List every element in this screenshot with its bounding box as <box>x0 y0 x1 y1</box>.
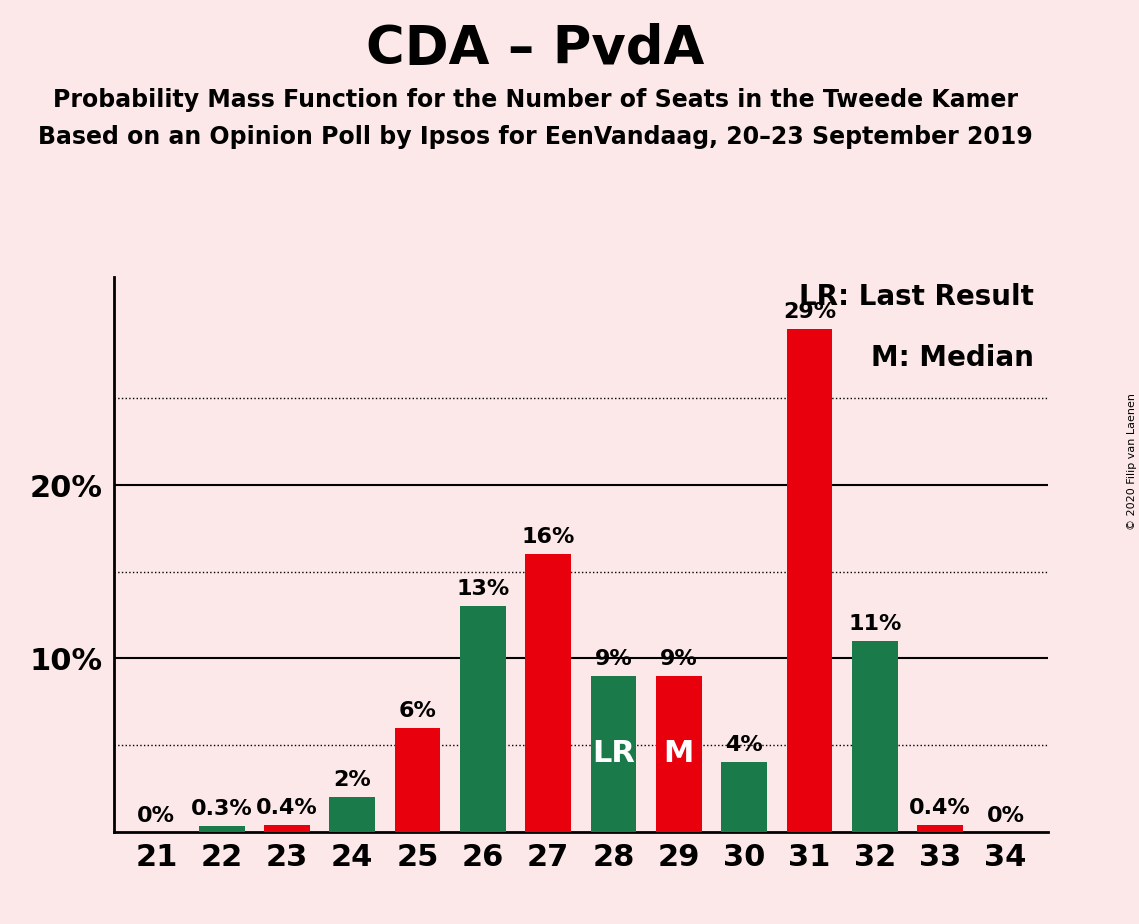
Bar <box>460 606 506 832</box>
Text: 0%: 0% <box>138 807 175 826</box>
Text: 0%: 0% <box>986 807 1024 826</box>
Text: 6%: 6% <box>399 700 436 721</box>
Bar <box>525 554 571 832</box>
Text: 13%: 13% <box>457 579 509 600</box>
Text: 9%: 9% <box>595 649 632 669</box>
Bar <box>591 675 637 832</box>
Bar <box>852 641 898 832</box>
Text: 4%: 4% <box>726 736 763 756</box>
Text: 0.4%: 0.4% <box>909 797 970 818</box>
Text: 0.3%: 0.3% <box>191 799 253 820</box>
Text: © 2020 Filip van Laenen: © 2020 Filip van Laenen <box>1126 394 1137 530</box>
Text: Probability Mass Function for the Number of Seats in the Tweede Kamer: Probability Mass Function for the Number… <box>52 88 1018 112</box>
Text: LR: LR <box>592 739 634 768</box>
Text: 2%: 2% <box>334 770 371 790</box>
Bar <box>264 824 310 832</box>
Text: CDA – PvdA: CDA – PvdA <box>366 23 705 75</box>
Bar <box>721 762 767 832</box>
Bar <box>917 824 962 832</box>
Text: 11%: 11% <box>849 614 901 634</box>
Bar <box>329 796 375 832</box>
Bar <box>787 329 833 832</box>
Text: 9%: 9% <box>659 649 698 669</box>
Text: 0.4%: 0.4% <box>256 797 318 818</box>
Text: 29%: 29% <box>782 302 836 322</box>
Text: M: Median: M: Median <box>871 344 1034 371</box>
Text: 16%: 16% <box>522 528 575 547</box>
Bar <box>395 728 441 832</box>
Text: LR: Last Result: LR: Last Result <box>798 283 1034 310</box>
Bar <box>656 675 702 832</box>
Text: M: M <box>664 739 694 768</box>
Text: Based on an Opinion Poll by Ipsos for EenVandaag, 20–23 September 2019: Based on an Opinion Poll by Ipsos for Ee… <box>38 125 1033 149</box>
Bar <box>199 826 245 832</box>
